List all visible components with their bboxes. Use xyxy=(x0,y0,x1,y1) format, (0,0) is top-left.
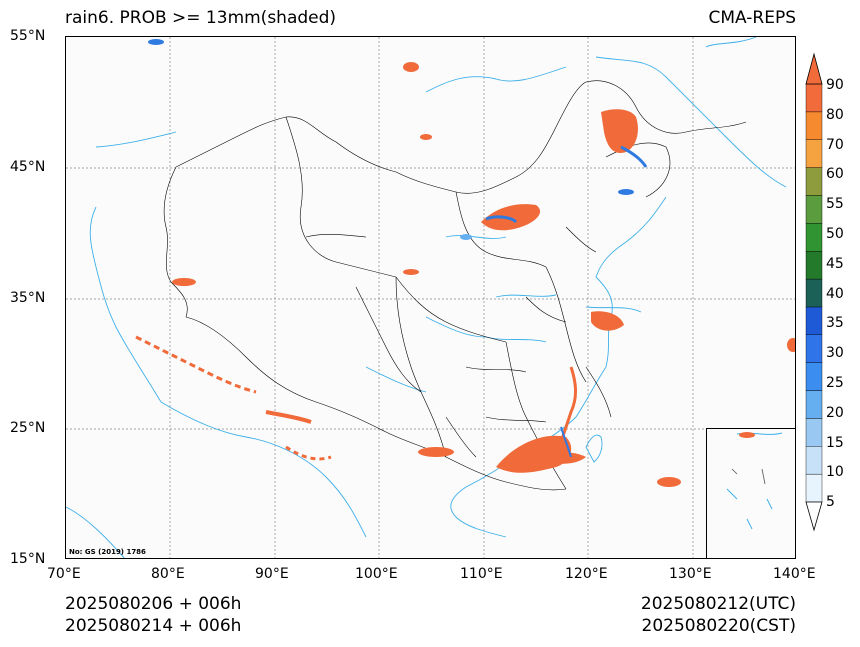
colorbar-cell xyxy=(805,139,823,168)
colorbar-tick-label: 45 xyxy=(826,255,844,272)
colorbar-cell xyxy=(805,195,823,224)
init-time-cst: 2025080214 + 006h xyxy=(65,616,242,636)
lon-label: 110°E xyxy=(460,566,503,582)
colorbar-cell xyxy=(805,446,823,475)
lat-label: 25°N xyxy=(10,420,46,436)
lon-label: 70°E xyxy=(47,566,81,582)
valid-time-cst: 2025080220(CST) xyxy=(641,616,796,636)
coastlines-rivers xyxy=(66,37,787,558)
colorbar-cell xyxy=(805,390,823,419)
map-panel xyxy=(65,36,796,559)
lat-label: 15°N xyxy=(10,551,46,567)
chart-title: rain6. PROB >= 13mm(shaded) xyxy=(65,8,337,28)
colorbar-tick-label: 40 xyxy=(826,285,844,302)
colorbar-cell xyxy=(805,334,823,363)
colorbar-tick-label: 80 xyxy=(826,106,844,123)
lon-label: 80°E xyxy=(151,566,185,582)
graticule xyxy=(66,37,795,558)
lat-label: 55°N xyxy=(10,28,46,44)
valid-time-utc: 2025080212(UTC) xyxy=(640,594,796,614)
precip-shading xyxy=(135,39,795,487)
colorbar-cell xyxy=(805,306,823,335)
colorbar-tick-label: 55 xyxy=(826,196,844,213)
map-approval-number: No: GS (2019) 1786 xyxy=(69,548,146,556)
colorbar-cell xyxy=(805,223,823,252)
init-time-utc: 2025080206 + 006h xyxy=(65,594,242,614)
lon-label: 130°E xyxy=(669,566,712,582)
lon-label: 100°E xyxy=(355,566,398,582)
colorbar xyxy=(805,52,823,532)
inset-canvas xyxy=(726,432,783,530)
colorbar-tick-label: 90 xyxy=(826,77,844,93)
colorbar-cell xyxy=(805,167,823,196)
colorbar-cell xyxy=(805,111,823,140)
colorbar-tick-label: 20 xyxy=(826,404,844,421)
colorbar-cell xyxy=(805,473,823,503)
colorbar-cell xyxy=(805,362,823,391)
admin-borders xyxy=(163,80,747,491)
colorbar-tick-label: 15 xyxy=(826,434,844,451)
colorbar-tick-label: 70 xyxy=(826,136,844,153)
colorbar-max-arrow xyxy=(805,52,823,85)
colorbar-tick-label: 50 xyxy=(826,226,844,242)
map-canvas xyxy=(66,37,795,558)
colorbar-tick-label: 30 xyxy=(826,345,844,362)
lon-label: 120°E xyxy=(565,566,608,582)
colorbar-cell xyxy=(805,418,823,447)
colorbar-tick-label: 35 xyxy=(826,315,844,332)
lat-label: 35°N xyxy=(10,290,46,306)
inset-map xyxy=(706,428,796,559)
colorbar-cell xyxy=(805,83,823,113)
lon-label: 140°E xyxy=(773,566,816,582)
colorbar-tick-label: 25 xyxy=(826,375,844,391)
colorbar-cell xyxy=(805,250,823,280)
colorbar-cells xyxy=(805,83,823,503)
model-name: CMA-REPS xyxy=(708,8,796,28)
colorbar-tick-label: 5 xyxy=(826,494,835,511)
colorbar-tick-label: 60 xyxy=(826,166,844,183)
colorbar-min-arrow xyxy=(805,501,823,532)
colorbar-cell xyxy=(805,278,823,308)
lon-label: 90°E xyxy=(255,566,289,582)
colorbar-tick-label: 10 xyxy=(826,464,844,481)
lat-label: 45°N xyxy=(10,159,46,175)
